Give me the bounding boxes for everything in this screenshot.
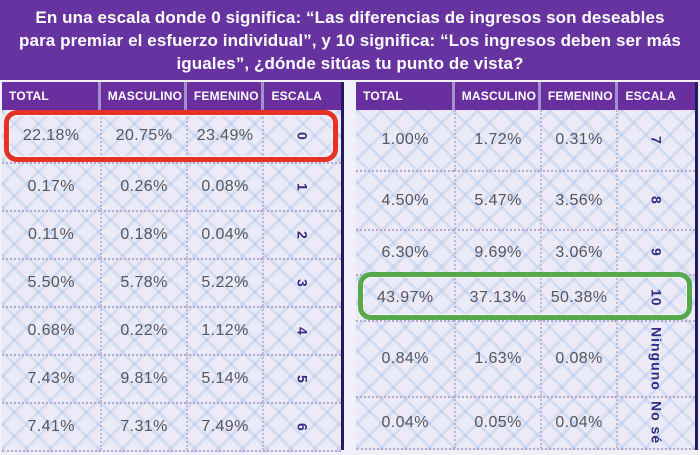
table-row-scale-4: 0.68% 0.22% 1.12% 4 [2, 306, 341, 354]
cell-escala: 1 [262, 162, 341, 210]
cell-total: 0.17% [2, 162, 101, 210]
cell-femenino: 0.08% [185, 162, 263, 210]
column-header-masculino: MASCULINO [100, 82, 184, 110]
cell-masculino: 20.75% [100, 110, 185, 162]
cell-femenino: 0.04% [539, 396, 617, 448]
table-header-row: TOTAL MASCULINO FEMENINO ESCALA [2, 82, 341, 110]
cell-femenino: 0.31% [539, 110, 617, 170]
column-header-total: TOTAL [2, 82, 98, 110]
cell-femenino: 1.12% [185, 306, 263, 354]
title-banner: En una escala donde 0 significa: “Las di… [0, 0, 700, 80]
results-table-left: TOTAL MASCULINO FEMENINO ESCALA 22.18% 2… [2, 82, 344, 452]
column-header-total: TOTAL [356, 82, 452, 110]
cell-escala: No sé [616, 396, 695, 448]
column-header-masculino: MASCULINO [454, 82, 538, 110]
cell-femenino: 7.49% [185, 402, 263, 450]
cell-masculino: 37.13% [454, 274, 540, 320]
cell-escala: 3 [262, 258, 341, 306]
table-row-scale-6: 7.41% 7.31% 7.49% 6 [2, 402, 341, 450]
cell-total: 0.84% [356, 320, 455, 396]
cell-femenino: 5.14% [185, 354, 263, 402]
table-body: 1.00% 1.72% 0.31% 7 4.50% 5.47% 3.56% 8 … [356, 110, 695, 450]
cell-total: 0.11% [2, 210, 101, 258]
cell-escala: 0 [262, 110, 341, 162]
table-header-row: TOTAL MASCULINO FEMENINO ESCALA [356, 82, 695, 110]
table-row-scale-2: 0.11% 0.18% 0.04% 2 [2, 210, 341, 258]
page-title: En una escala donde 0 significa: “Las di… [19, 7, 681, 73]
cell-femenino: 3.06% [539, 229, 617, 274]
cell-masculino: 0.18% [100, 210, 186, 258]
cell-escala: 8 [616, 170, 695, 229]
table-row-scale-10: 43.97% 37.13% 50.38% 10 [356, 274, 695, 320]
cell-escala: Ninguno [616, 320, 695, 396]
table-row-scale-3: 5.50% 5.78% 5.22% 3 [2, 258, 341, 306]
cell-masculino: 5.47% [454, 170, 540, 229]
cell-escala: 7 [616, 110, 695, 170]
table-body: 22.18% 20.75% 23.49% 0 0.17% 0.26% 0.08%… [2, 110, 341, 452]
cell-escala: 2 [262, 210, 341, 258]
cell-escala: 10 [616, 274, 695, 320]
cell-masculino: 9.69% [454, 229, 540, 274]
cell-escala: 4 [262, 306, 341, 354]
cell-masculino: 0.26% [100, 162, 186, 210]
cell-femenino: 0.08% [539, 320, 617, 396]
cell-total: 6.30% [356, 229, 455, 274]
cell-femenino: 5.22% [185, 258, 263, 306]
cell-femenino: 3.56% [539, 170, 617, 229]
column-header-escala: ESCALA [618, 82, 695, 110]
cell-femenino: 23.49% [185, 110, 263, 162]
cell-total: 1.00% [381, 131, 429, 148]
cell-total: 5.50% [2, 258, 101, 306]
cell-escala: 5 [262, 354, 341, 402]
column-header-escala: ESCALA [264, 82, 341, 110]
cell-femenino: 50.38% [539, 274, 617, 320]
column-header-femenino: FEMENINO [540, 82, 616, 110]
table-row-scale-5: 7.43% 9.81% 5.14% 5 [2, 354, 341, 402]
cell-escala: 9 [616, 229, 695, 274]
cell-total: 0.68% [2, 306, 101, 354]
table-row-scale-7: 1.00% 1.72% 0.31% 7 [356, 110, 695, 170]
table-row-scale-0: 22.18% 20.75% 23.49% 0 [2, 110, 341, 162]
cell-femenino: 0.04% [185, 210, 263, 258]
tables-container: TOTAL MASCULINO FEMENINO ESCALA 22.18% 2… [2, 82, 698, 452]
column-header-femenino: FEMENINO [186, 82, 262, 110]
cell-masculino: 0.22% [100, 306, 186, 354]
table-row-scale-8: 4.50% 5.47% 3.56% 8 [356, 170, 695, 229]
results-table-right: TOTAL MASCULINO FEMENINO ESCALA 1.00% 1.… [356, 82, 698, 450]
cell-masculino: 9.81% [100, 354, 186, 402]
cell-escala: 6 [262, 402, 341, 450]
cell-total: 0.04% [356, 396, 455, 448]
cell-total: 4.50% [356, 170, 455, 229]
cell-masculino: 1.63% [454, 320, 540, 396]
cell-total: 22.18% [22, 127, 80, 144]
cell-masculino: 1.72% [454, 110, 539, 170]
cell-total: 7.43% [2, 354, 101, 402]
cell-masculino: 7.31% [100, 402, 186, 450]
table-row-no-se: 0.04% 0.05% 0.04% No sé [356, 396, 695, 448]
table-row-scale-1: 0.17% 0.26% 0.08% 1 [2, 162, 341, 210]
table-row-ninguno: 0.84% 1.63% 0.08% Ninguno [356, 320, 695, 396]
cell-masculino: 5.78% [100, 258, 186, 306]
cell-total: 43.97% [356, 274, 455, 320]
cell-masculino: 0.05% [454, 396, 540, 448]
table-row-scale-9: 6.30% 9.69% 3.06% 9 [356, 229, 695, 274]
cell-total: 7.41% [2, 402, 101, 450]
